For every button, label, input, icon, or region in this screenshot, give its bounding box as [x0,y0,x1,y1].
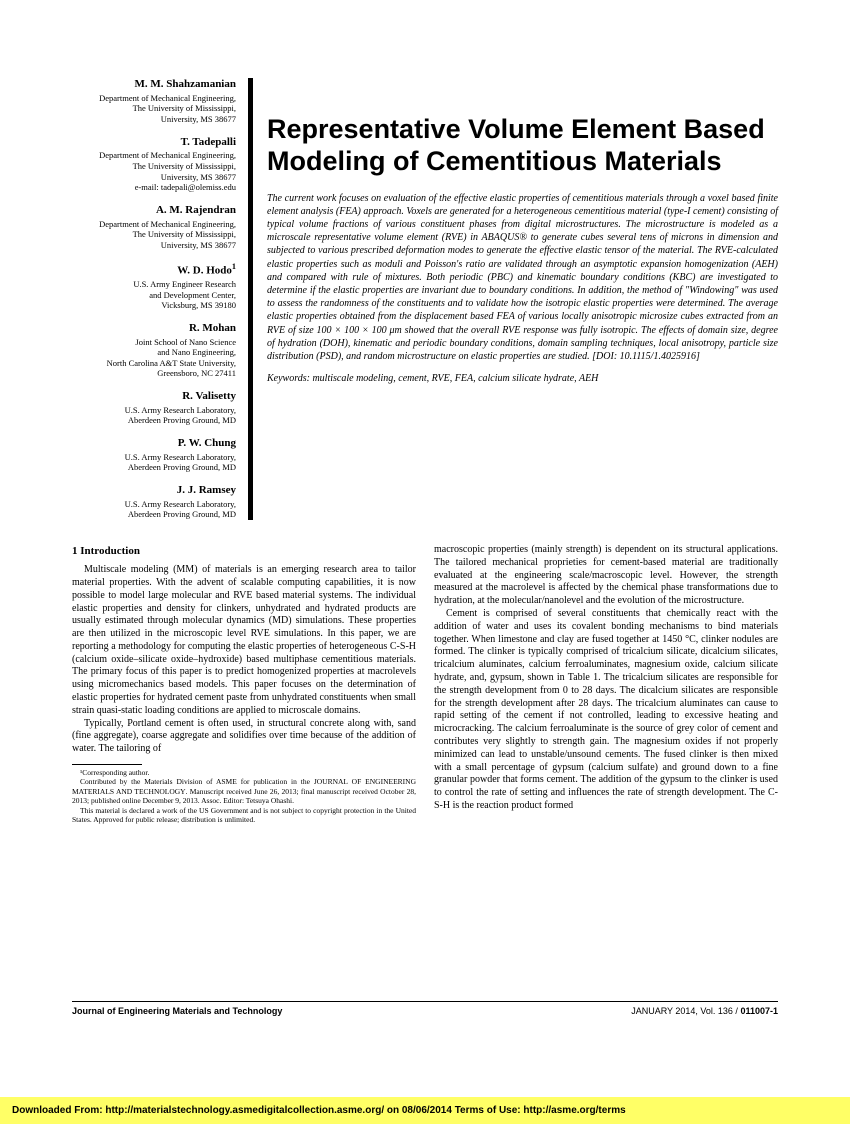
vertical-divider [248,78,253,520]
author-name: W. D. Hodo1 [72,262,236,278]
author-affiliation: U.S. Army Research Laboratory, Aberdeen … [72,499,236,520]
footnote: Contributed by the Materials Division of… [72,777,416,805]
abstract: The current work focuses on evaluation o… [267,192,778,363]
issue-info: JANUARY 2014, Vol. 136 / 011007-1 [631,1006,778,1016]
section-heading: 1 Introduction [72,544,416,558]
fn-text: E [361,777,370,786]
fn-text: T [132,787,139,796]
author-block: A. M. Rajendran Department of Mechanical… [72,204,236,251]
fn-text: NGINEERING [370,777,416,786]
author-name: J. J. Ramsey [72,484,236,498]
author-block: W. D. Hodo1 U.S. Army Engineer Research … [72,262,236,311]
author-affiliation: U.S. Army Research Laboratory, Aberdeen … [72,405,236,426]
footnote-rule [72,764,142,765]
author-block: R. Valisetty U.S. Army Research Laborato… [72,390,236,426]
footnote: This material is declared a work of the … [72,806,416,825]
journal-name: Journal of Engineering Materials and Tec… [72,1006,282,1016]
paragraph: Multiscale modeling (MM) of materials is… [72,564,416,718]
author-name: P. W. Chung [72,437,236,451]
paper-title: Representative Volume Element Based Mode… [267,114,778,178]
fn-text: OURNAL OF [317,777,361,786]
author-name: M. M. Shahzamanian [72,78,236,92]
authors-column: M. M. Shahzamanian Department of Mechani… [72,78,248,520]
page-footer: Journal of Engineering Materials and Tec… [72,1001,778,1016]
page-number: 011007-1 [740,1006,778,1016]
fn-text: ATERIALS AND [79,787,133,796]
left-column: 1 Introduction Multiscale modeling (MM) … [72,544,416,824]
author-block: R. Mohan Joint School of Nano Science an… [72,322,236,379]
page: M. M. Shahzamanian Department of Mechani… [0,0,850,1080]
author-block: M. M. Shahzamanian Department of Mechani… [72,78,236,125]
paragraph: Cement is comprised of several constitue… [434,608,778,813]
author-affiliation: U.S. Army Research Laboratory, Aberdeen … [72,452,236,473]
download-bar: Downloaded From: http://materialstechnol… [0,1097,850,1124]
paragraph: Typically, Portland cement is often used… [72,718,416,756]
author-block: T. Tadepalli Department of Mechanical En… [72,136,236,193]
fn-text: ECHNOLOGY [139,787,186,796]
title-column: Representative Volume Element Based Mode… [267,78,778,520]
author-affiliation: Department of Mechanical Engineering, Th… [72,93,236,125]
author-name: A. M. Rajendran [72,204,236,218]
author-affiliation: U.S. Army Engineer Research and Developm… [72,279,236,311]
author-affiliation: Department of Mechanical Engineering, Th… [72,150,236,193]
author-block: J. J. Ramsey U.S. Army Research Laborato… [72,484,236,520]
author-affiliation: Joint School of Nano Science and Nano En… [72,337,236,380]
author-name: R. Mohan [72,322,236,336]
right-column: macroscopic properties (mainly strength)… [434,544,778,824]
keywords: Keywords: multiscale modeling, cement, R… [267,373,778,384]
author-block: P. W. Chung U.S. Army Research Laborator… [72,437,236,473]
author-name: T. Tadepalli [72,136,236,150]
author-name-text: W. D. Hodo [177,264,232,276]
header-row: M. M. Shahzamanian Department of Mechani… [72,78,778,520]
author-sup: 1 [232,262,236,271]
fn-text: Contributed by the Materials Division of… [80,777,317,786]
author-affiliation: Department of Mechanical Engineering, Th… [72,219,236,251]
body-columns: 1 Introduction Multiscale modeling (MM) … [72,544,778,824]
footnote: ¹Corresponding author. [72,768,416,777]
author-name: R. Valisetty [72,390,236,404]
issue-text: JANUARY 2014, Vol. 136 / [631,1006,740,1016]
paragraph: macroscopic properties (mainly strength)… [434,544,778,608]
fn-text: M [72,787,79,796]
